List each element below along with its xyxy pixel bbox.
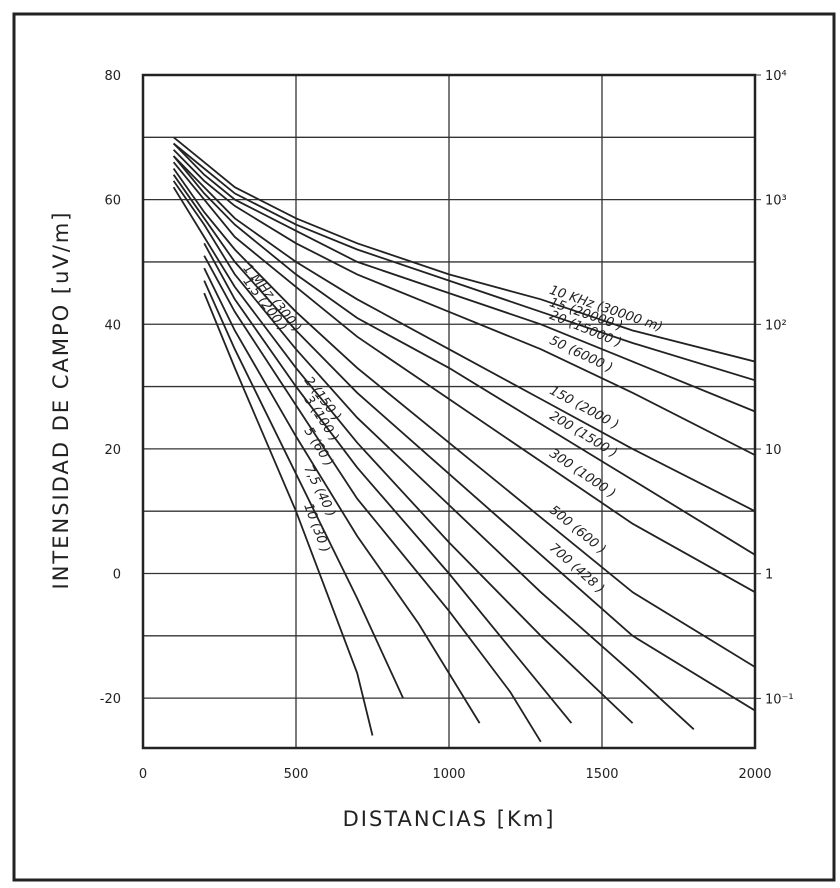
y2-tick-label: 10² [765, 318, 787, 333]
series-line [172, 180, 695, 730]
x-axis-title: DISTANCIAS [Km] [343, 807, 556, 831]
series-line [172, 155, 755, 513]
y2-tick-label: 10³ [765, 194, 787, 209]
x-tick-label: 500 [284, 767, 309, 782]
y2-tick-label: 10 [765, 443, 782, 458]
series-line [172, 155, 755, 556]
series-line [172, 142, 755, 413]
y2-tick-label: 10⁻¹ [765, 692, 794, 707]
y-tick-label: 0 [113, 568, 121, 583]
series-line [203, 267, 481, 724]
frame [12, 12, 836, 882]
x-tick-label: 1000 [432, 767, 465, 782]
y-axis-title: INTENSIDAD DE CAMPO [uV/m] [49, 211, 73, 590]
series-line [203, 242, 573, 724]
series-line [172, 186, 634, 724]
series-line [172, 149, 755, 456]
y-tick-label: 80 [104, 69, 121, 84]
y-tick-label: 40 [104, 318, 121, 333]
y2-tick-label: 10⁴ [765, 69, 787, 84]
x-tick-label: 1500 [585, 767, 618, 782]
series-line [172, 174, 755, 712]
y2-tick-label: 1 [765, 568, 773, 583]
series-line [173, 142, 755, 382]
x-tick-label: 0 [139, 767, 147, 782]
series-line [203, 280, 404, 699]
series-line [203, 292, 374, 736]
series-line [172, 161, 755, 593]
y-tick-label: 60 [104, 194, 121, 209]
series-line [203, 255, 542, 743]
x-tick-label: 2000 [738, 767, 771, 782]
y-tick-label: 20 [104, 443, 121, 458]
y-tick-label: -20 [100, 692, 121, 707]
series-line [173, 136, 755, 363]
series-line [172, 167, 755, 668]
